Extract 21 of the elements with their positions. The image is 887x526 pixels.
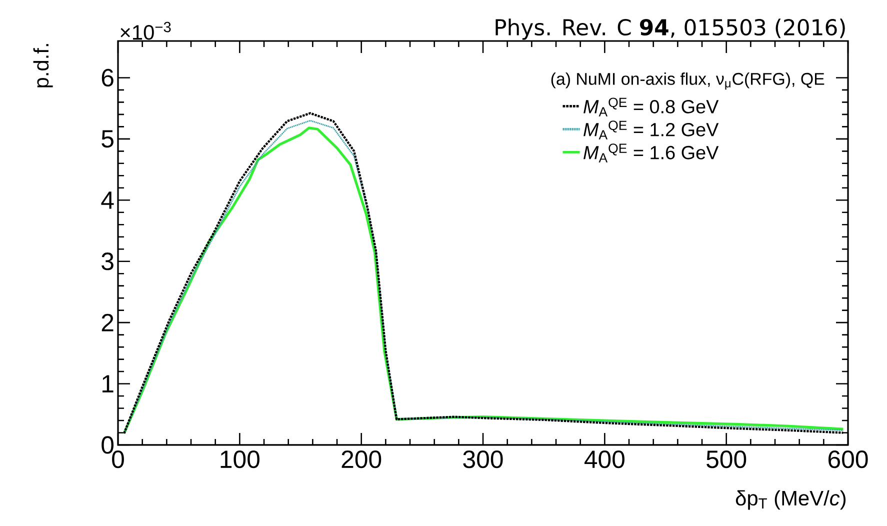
y-axis-title: p.d.f. xyxy=(33,44,53,88)
x-tick-label: 200 xyxy=(342,450,382,468)
legend-label: M$_{A}$$^{QE}$ = 1.6 GeV xyxy=(584,144,719,162)
annotation: (a) NuMI on-axis flux, ν$_{μ}$C(RFG), QE xyxy=(551,72,824,90)
text: Phys. Rev. C 94, 015503 (2016) xyxy=(496,18,845,40)
y-tick-label: 3 xyxy=(102,252,114,270)
x-axis-title: δp$_{T}$ (MeV/c) xyxy=(736,490,846,510)
y-tick-label: 5 xyxy=(102,130,114,148)
x-tick-label: 300 xyxy=(463,450,503,468)
x-tick-label: 500 xyxy=(706,450,746,468)
text: ×10$^{−3}$ xyxy=(120,22,171,40)
x-tick-label: 400 xyxy=(584,450,624,468)
x-tick-label: 100 xyxy=(220,450,260,468)
y-tick-label: 2 xyxy=(102,314,114,332)
y-tick-label: 1 xyxy=(102,375,114,392)
legend-label: M$_{A}$$^{QE}$ = 0.8 GeV xyxy=(584,98,719,116)
legend-label: M$_{A}$$^{QE}$ = 1.2 GeV xyxy=(584,120,719,140)
x-tick-label: 600 xyxy=(828,450,868,468)
y-tick-label: 6 xyxy=(102,68,114,87)
y-tick-label: 0 xyxy=(102,436,114,454)
y-tick-label: 4 xyxy=(101,192,114,209)
